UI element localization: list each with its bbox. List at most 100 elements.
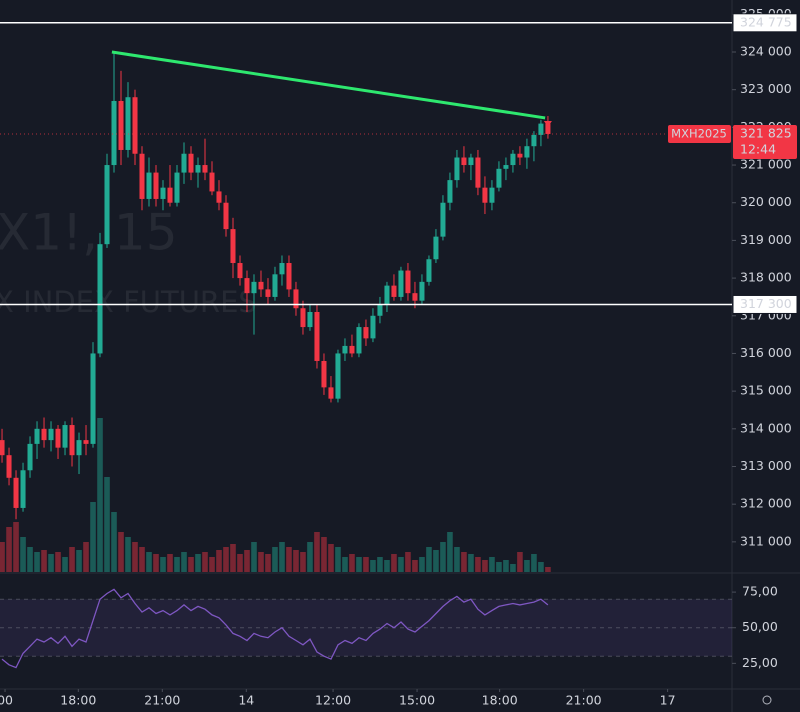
volume-bar: [363, 557, 369, 572]
candle-body: [6, 455, 12, 478]
y-tick-label: 316 000: [740, 345, 792, 360]
candle-body: [454, 157, 460, 181]
volume-bar: [279, 542, 285, 572]
candle-body: [405, 270, 411, 294]
x-tick-label: 21:00: [144, 693, 180, 708]
volume-bar: [62, 557, 68, 572]
volume-bar: [426, 547, 432, 572]
candle-body: [230, 229, 236, 264]
volume-bar: [83, 542, 89, 572]
candle-body: [482, 187, 488, 203]
volume-bar: [167, 554, 173, 572]
volume-bar: [55, 552, 61, 572]
settings-icon[interactable]: [762, 695, 772, 705]
volume-bar: [517, 552, 523, 572]
x-tick-label: 17: [660, 693, 676, 708]
volume-bar: [34, 552, 40, 572]
candle-body: [307, 312, 313, 328]
x-tick-label: 12:00: [315, 693, 351, 708]
last-price-box: [733, 124, 797, 159]
watermark-name: X INDEX FUTURES: [0, 285, 257, 319]
volume-bar: [230, 544, 236, 572]
volume-bar: [223, 547, 229, 572]
countdown-label: 12:44: [740, 141, 776, 156]
volume-bar: [538, 562, 544, 572]
candle-body: [468, 157, 474, 166]
volume-bar: [314, 532, 320, 572]
x-tick-label: 14: [238, 693, 254, 708]
candle-body: [370, 315, 376, 339]
volume-bar: [118, 532, 124, 572]
volume-bar: [111, 512, 117, 572]
candle-body: [328, 387, 334, 399]
volume-bar: [0, 542, 5, 572]
volume-bar: [293, 550, 299, 572]
volume-bar: [76, 550, 82, 572]
candle-body: [342, 345, 348, 354]
candle-body: [517, 153, 523, 158]
candle-body: [188, 153, 194, 173]
candle-body: [335, 353, 341, 399]
x-tick-label: 15:00: [399, 693, 435, 708]
volume-bar: [181, 552, 187, 572]
candle-body: [20, 470, 26, 508]
volume-bar: [265, 554, 271, 572]
candle-body: [34, 428, 40, 444]
volume-bar: [258, 552, 264, 572]
volume-bar: [104, 477, 110, 572]
candle-body: [447, 180, 453, 203]
rsi-band: [0, 599, 732, 657]
candle-body: [55, 428, 61, 448]
y-tick-label: 318 000: [740, 270, 792, 285]
volume-bar: [125, 537, 131, 572]
candle-body: [349, 345, 355, 354]
candle-body: [125, 97, 131, 150]
y-tick-label: 324 000: [740, 44, 792, 59]
candle-body: [118, 100, 124, 150]
volume-bar: [244, 550, 250, 572]
y-tick-label: 311 000: [740, 533, 792, 548]
volume-bar: [195, 554, 201, 572]
candle-body: [286, 263, 292, 290]
candle-body: [111, 100, 117, 166]
candle-body: [272, 274, 278, 297]
rsi-y-tick-label: 25,00: [742, 655, 778, 670]
volume-bar: [69, 547, 75, 572]
volume-bar: [524, 560, 530, 572]
hline-label-box: [732, 294, 798, 314]
volume-bar: [174, 557, 180, 572]
symbol-box: [668, 124, 731, 143]
y-tick-label: 323 000: [740, 81, 792, 96]
volume-bar: [475, 557, 481, 572]
candle-body: [0, 440, 5, 456]
volume-bar: [447, 532, 453, 572]
candle-body: [356, 327, 362, 354]
rsi-y-tick-label: 50,00: [742, 619, 778, 634]
candle-body: [244, 278, 250, 294]
candle-body: [258, 281, 264, 290]
volume-bar: [482, 560, 488, 572]
y-tick-label: 312 000: [740, 496, 792, 511]
volume-bar: [321, 537, 327, 572]
candle-body: [13, 477, 19, 508]
volume-bar: [202, 552, 208, 572]
trendline: [111, 50, 546, 120]
candle-body: [321, 360, 327, 388]
volume-bar: [496, 562, 502, 572]
candle-body: [475, 157, 481, 188]
volume-bar: [41, 550, 47, 572]
hline-label: 324 775: [740, 14, 792, 29]
last-price-label: 321 825: [740, 125, 792, 140]
candle-body: [293, 289, 299, 309]
candle-body: [216, 191, 222, 203]
candle-body: [209, 172, 215, 192]
y-tick-label: 321 000: [740, 157, 792, 172]
rsi-line: [1, 588, 549, 669]
candle-body: [139, 153, 145, 199]
candle-body: [377, 304, 383, 316]
y-tick-label: 315 000: [740, 383, 792, 398]
volume-bar: [237, 554, 243, 572]
volume-bar: [27, 547, 33, 572]
candle-body: [545, 123, 551, 134]
volume-bar: [454, 547, 460, 572]
